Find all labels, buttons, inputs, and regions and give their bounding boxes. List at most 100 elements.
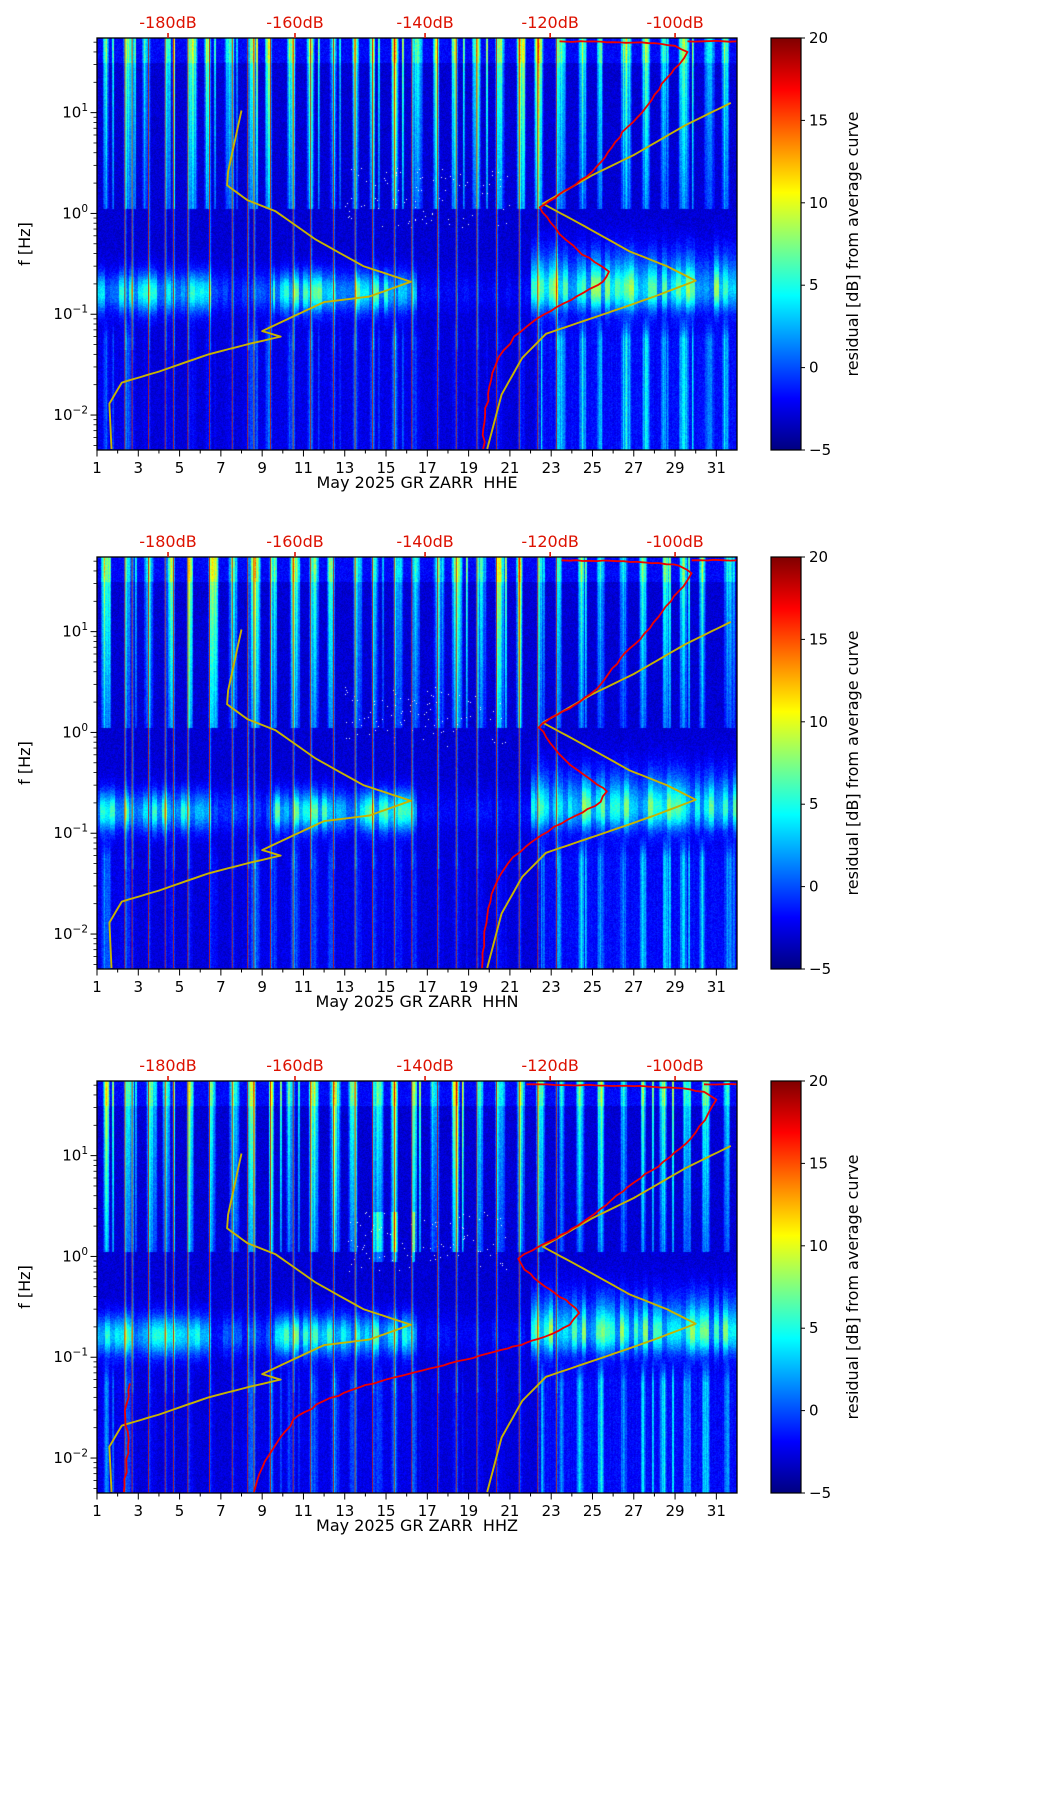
x-tick-label: 1 [92,1502,102,1520]
colorbar-border [770,556,802,970]
top-db-label: -180dB [139,13,196,32]
x-tick-label: 17 [418,978,437,996]
colorbar-hhn [771,557,801,969]
colorbar-tick-label: 10 [809,713,828,731]
x-tick-label: 17 [418,1502,437,1520]
colorbar-tick-label: 0 [809,359,819,377]
x-tick-label: 5 [175,1502,185,1520]
x-tick-label: 23 [542,1502,561,1520]
colorbar-tick-label: 15 [809,630,828,648]
colorbar-label: residual [dB] from average curve [843,1155,862,1420]
y-axis-label: f [Hz] [15,1265,34,1309]
y-tick-label: 100 [62,1246,88,1266]
x-tick-label: 3 [134,978,144,996]
top-db-label: -140dB [396,1056,453,1075]
colorbar-tick-label: 15 [809,1154,828,1172]
top-db-label: -160dB [266,1056,323,1075]
x-tick-label: 15 [376,459,395,477]
colorbar-tick-label: 0 [809,878,819,896]
x-tick-label: 11 [294,459,313,477]
x-tick-label: 19 [459,978,478,996]
x-tick-label: 3 [134,1502,144,1520]
x-tick-label: 7 [216,978,226,996]
x-axis-title-hhe: May 2025 GR ZARR HHE [316,473,518,492]
low-noise-model-curve [108,110,412,450]
colorbar-tick-label: 20 [809,1072,828,1090]
plot-border [96,556,738,970]
x-tick-label: 15 [376,978,395,996]
spectrogram-heatmap-hhn [97,557,737,969]
y-axis-label: f [Hz] [15,222,34,266]
plot-axes-overlay-hhe: 1 3 5 7 9 11 13 15 17 19 21 23 25 27 29 3110110010−110−… [15,13,862,477]
spectrogram-heatmap-hhe [97,38,737,450]
y-tick-label: 100 [62,722,88,742]
colorbar-tick-label: 5 [809,1319,819,1337]
x-tick-label: 31 [707,978,726,996]
colorbar-tick-label: −5 [809,960,831,978]
top-db-label: -100dB [646,13,703,32]
top-db-label: -120dB [521,13,578,32]
x-tick-label: 7 [216,1502,226,1520]
colorbar-tick-label: 10 [809,1237,828,1255]
high-noise-model-curve [486,102,732,450]
low-noise-model-curve [108,629,412,969]
colorbar-tick-label: 5 [809,276,819,294]
x-tick-label: 9 [257,459,267,477]
psd-curve [122,1383,131,1493]
x-tick-label: 31 [707,459,726,477]
x-tick-label: 3 [134,459,144,477]
psd-curve [481,559,693,969]
x-tick-label: 13 [335,459,354,477]
colorbar-border [770,1080,802,1494]
x-tick-label: 9 [257,978,267,996]
x-tick-label: 29 [666,1502,685,1520]
top-db-label: -160dB [266,13,323,32]
high-noise-model-curve [486,1145,732,1493]
top-db-label: -180dB [139,1056,196,1075]
x-tick-label: 19 [459,1502,478,1520]
colorbar-label: residual [dB] from average curve [843,631,862,896]
colorbar-tick-label: 15 [809,111,828,129]
x-tick-label: 1 [92,459,102,477]
y-tick-label: 10−1 [53,823,88,843]
x-tick-label: 19 [459,459,478,477]
x-tick-label: 31 [707,1502,726,1520]
colorbar-tick-label: 20 [809,548,828,566]
colorbar-tick-label: −5 [809,441,831,459]
colorbar-tick-label: 0 [809,1402,819,1420]
x-tick-label: 21 [500,978,519,996]
y-tick-label: 101 [62,102,88,122]
x-tick-label: 5 [175,978,185,996]
y-tick-label: 101 [62,1145,88,1165]
x-tick-label: 25 [583,978,602,996]
x-tick-label: 25 [583,459,602,477]
y-tick-label: 100 [62,203,88,223]
x-tick-label: 9 [257,1502,267,1520]
y-tick-label: 10−2 [53,924,88,944]
top-db-label: -140dB [396,13,453,32]
x-tick-label: 21 [500,459,519,477]
plot-axes-overlay-hhz: 1 3 5 7 9 11 13 15 17 19 21 23 25 27 29 3110110010−110−… [15,1056,862,1520]
x-tick-label: 29 [666,978,685,996]
plot-axes-overlay-hhn: 1 3 5 7 9 11 13 15 17 19 21 23 25 27 29 3110110010−110−… [15,532,862,996]
spectrogram-panel-hhe: May 2025 GR ZARR HHE 1 3 5 7 9 11 13 15 17 19 21 23… [0,0,1052,519]
psd-curve [253,1083,718,1493]
x-tick-label: 25 [583,1502,602,1520]
x-tick-label: 7 [216,459,226,477]
colorbar-hhz [771,1081,801,1493]
x-tick-label: 1 [92,978,102,996]
x-axis-title-hhn: May 2025 GR ZARR HHN [315,992,519,1011]
psd-curve [703,1083,737,1086]
colorbar-label: residual [dB] from average curve [843,112,862,377]
x-tick-label: 23 [542,459,561,477]
colorbar-border [770,37,802,451]
colorbar-tick-label: 5 [809,795,819,813]
spectrogram-heatmap-hhz [97,1081,737,1493]
x-tick-label: 11 [294,1502,313,1520]
colorbar-tick-label: 20 [809,29,828,47]
x-tick-label: 27 [624,1502,643,1520]
x-tick-label: 27 [624,459,643,477]
x-tick-label: 5 [175,459,185,477]
x-tick-label: 17 [418,459,437,477]
colorbar-tick-label: −5 [809,1484,831,1502]
